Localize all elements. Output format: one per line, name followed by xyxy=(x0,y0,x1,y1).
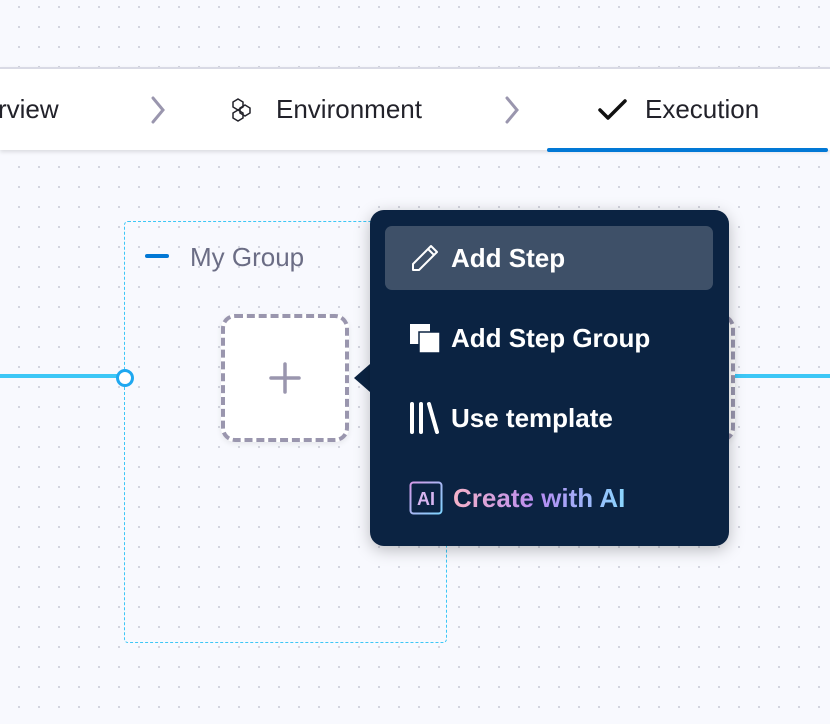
pipeline-link xyxy=(0,374,118,378)
pencil-icon xyxy=(412,245,438,271)
group-label: My Group xyxy=(190,242,305,272)
tab-label: Environment xyxy=(276,94,422,124)
pipeline-link xyxy=(730,374,830,378)
tab-label: Execution xyxy=(645,94,760,124)
hexagons-icon xyxy=(232,97,251,122)
menu-item-label: Add Step Group xyxy=(451,322,651,353)
svg-text:AI: AI xyxy=(417,489,435,509)
menu-item-create-with-ai[interactable]: AI Create with AI xyxy=(385,466,713,530)
add-step-node[interactable] xyxy=(221,314,349,442)
collapse-group-button[interactable] xyxy=(145,254,169,258)
menu-arrow xyxy=(354,364,370,392)
tab-environment[interactable]: Environment xyxy=(230,69,422,150)
chevron-right-icon xyxy=(505,96,519,124)
add-step-menu: Add Step Add Step Group Use template AI … xyxy=(370,210,729,546)
step-group-icon xyxy=(410,324,441,354)
menu-item-add-step[interactable]: Add Step xyxy=(385,226,713,290)
menu-item-label: Create with AI xyxy=(453,482,626,513)
menu-item-use-template[interactable]: Use template xyxy=(385,386,713,450)
plus-icon xyxy=(269,362,301,394)
group-entry-port xyxy=(116,369,134,387)
tab-overview[interactable]: rview xyxy=(0,69,59,150)
checkmark-icon xyxy=(598,98,627,120)
menu-item-label: Use template xyxy=(451,402,613,433)
active-tab-indicator xyxy=(547,148,828,152)
ai-icon: AI xyxy=(409,481,443,515)
menu-item-label: Add Step xyxy=(451,242,566,273)
chevron-right-icon xyxy=(151,96,165,124)
template-icon xyxy=(410,402,439,434)
menu-item-add-step-group[interactable]: Add Step Group xyxy=(385,306,713,370)
tab-label: rview xyxy=(0,94,59,124)
pipeline-steps-bar: rview Environment Execution xyxy=(0,67,830,152)
tab-execution[interactable]: Execution xyxy=(597,69,759,150)
